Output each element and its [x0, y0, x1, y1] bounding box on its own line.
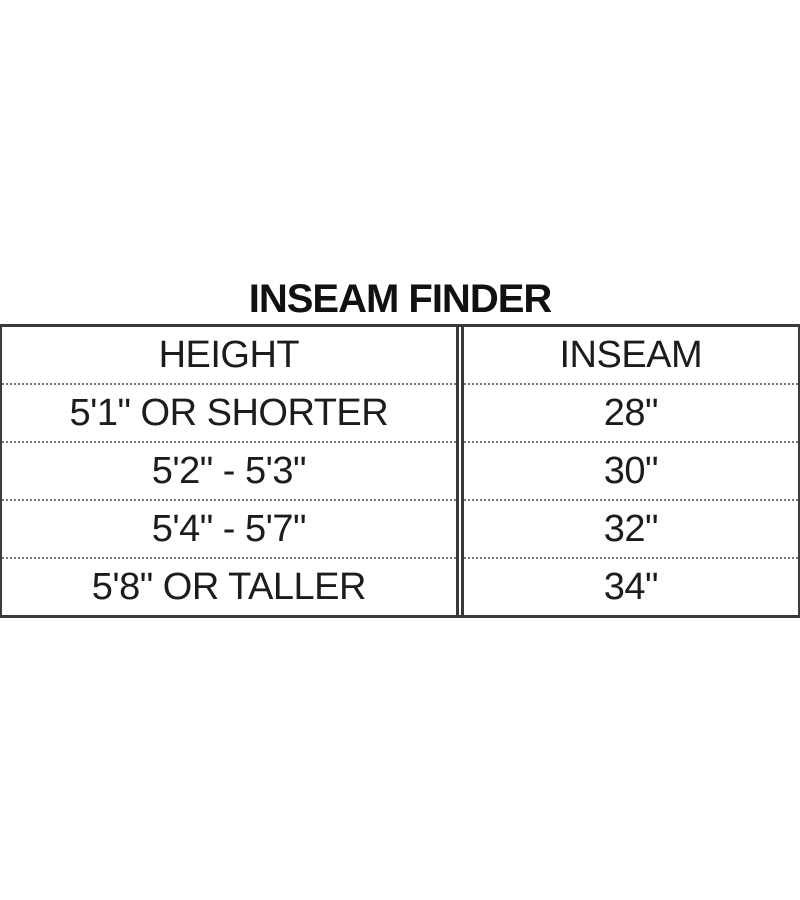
table-row: 5'8" OR TALLER 34" [2, 557, 798, 615]
inseam-cell: 34" [455, 557, 798, 615]
inseam-cell: 32" [455, 499, 798, 558]
height-column-header: HEIGHT [158, 333, 300, 376]
inseam-cell: 30" [455, 441, 798, 500]
height-cell: 5'2" - 5'3" [2, 441, 460, 500]
table-row: 5'1" OR SHORTER 28" [2, 383, 798, 442]
height-cell: 5'4" - 5'7" [2, 499, 460, 558]
size-chart-table: HEIGHT INSEAM 5'1" OR SHORTER 28" 5'2" -… [2, 327, 798, 615]
table-row: 5'4" - 5'7" 32" [2, 499, 798, 558]
table-header-row: HEIGHT INSEAM [2, 327, 798, 384]
inseam-finder-table: HEIGHT INSEAM 5'1" OR SHORTER 28" 5'2" -… [0, 324, 800, 618]
page-title: INSEAM FINDER [248, 277, 553, 321]
inseam-cell: 28" [455, 383, 798, 442]
height-cell: 5'1" OR SHORTER [2, 383, 460, 442]
table-row: 5'2" - 5'3" 30" [2, 441, 798, 500]
height-cell: 5'8" OR TALLER [2, 557, 460, 615]
inseam-column-header: INSEAM [455, 327, 798, 384]
